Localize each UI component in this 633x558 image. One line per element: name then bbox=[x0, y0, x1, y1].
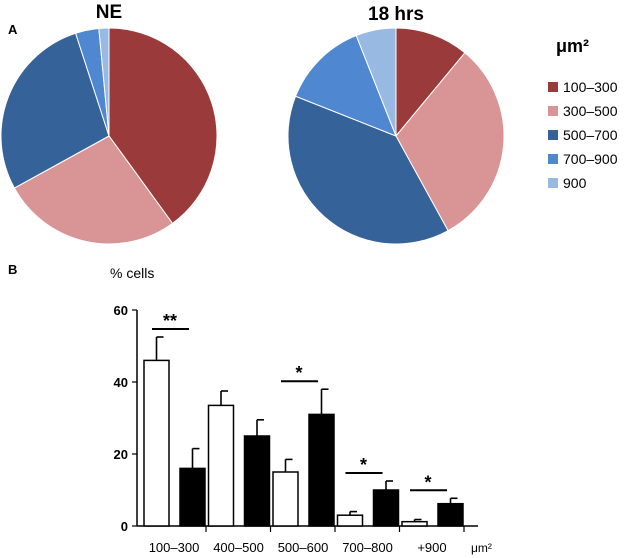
y-tick-label-3: 60 bbox=[114, 303, 128, 318]
significance-marker-2: * bbox=[295, 363, 302, 383]
bar-1-series-1 bbox=[243, 435, 271, 527]
x-category-label-2: 500–600 bbox=[278, 540, 329, 555]
legend-swatch-2 bbox=[548, 130, 558, 140]
legend-label-1: 300–500 bbox=[563, 103, 618, 119]
bar-chart: 0 20 40 60 100–300 ** 400–500 500–600 * 700–800 * +… bbox=[114, 303, 478, 555]
pie-ne-slice-4 bbox=[98, 27, 110, 137]
legend-label-4: 900 bbox=[563, 175, 587, 191]
pie-ne-slice-0 bbox=[108, 27, 218, 225]
significance-marker-0: ** bbox=[163, 311, 177, 331]
legend-label-2: 500–700 bbox=[563, 127, 618, 143]
pie-18hrs-slice-0 bbox=[395, 27, 466, 138]
significance-marker-4: * bbox=[424, 472, 431, 492]
y-tick-label-1: 20 bbox=[114, 447, 128, 462]
panel-b-label: B bbox=[8, 262, 17, 277]
x-category-label-4: +900 bbox=[417, 540, 446, 555]
x-axis-unit: μm² bbox=[471, 541, 492, 555]
pie-ne-slice-2 bbox=[0, 32, 110, 189]
pie-chart-18hrs bbox=[287, 27, 505, 245]
legend-swatch-3 bbox=[548, 154, 558, 164]
x-category-label-3: 700–800 bbox=[342, 540, 393, 555]
pie-18hrs-slice-1 bbox=[395, 52, 505, 232]
legend-swatch-4 bbox=[548, 178, 558, 188]
bar-2-series-1 bbox=[308, 413, 335, 527]
y-tick-label-2: 40 bbox=[114, 375, 128, 390]
bar-3-series-0 bbox=[336, 514, 364, 527]
pie-18hrs-title: 18 hrs bbox=[368, 4, 424, 25]
bar-0-series-1 bbox=[179, 467, 206, 527]
bar-1-series-0 bbox=[207, 404, 235, 527]
x-category-label-1: 400–500 bbox=[213, 540, 264, 555]
bar-3-series-1 bbox=[372, 489, 400, 527]
pie-18hrs-slice-2 bbox=[287, 95, 449, 245]
legend: 100–300 300–500 500–700 700–900 900 bbox=[548, 79, 618, 191]
significance-marker-3: * bbox=[360, 455, 367, 475]
legend-label-0: 100–300 bbox=[563, 79, 618, 95]
y-axis-label: % cells bbox=[110, 265, 154, 281]
pie-chart-ne bbox=[0, 27, 218, 245]
panel-a-label: A bbox=[8, 22, 18, 37]
legend-label-3: 700–900 bbox=[563, 151, 618, 167]
bar-0-series-0 bbox=[143, 359, 170, 527]
legend-swatch-1 bbox=[548, 106, 558, 116]
bar-4-series-1 bbox=[437, 502, 464, 527]
pie-ne-slice-1 bbox=[13, 135, 174, 245]
x-category-label-0: 100–300 bbox=[149, 540, 200, 555]
y-tick-label-0: 0 bbox=[121, 519, 128, 534]
legend-swatch-0 bbox=[548, 82, 558, 92]
bar-2-series-0 bbox=[272, 471, 299, 527]
pie-18hrs-slice-3 bbox=[294, 34, 397, 137]
legend-title: μm² bbox=[556, 36, 589, 56]
pie-ne-title: NE bbox=[96, 2, 122, 23]
bar-4-series-0 bbox=[401, 520, 428, 527]
pie-18hrs-slice-4 bbox=[355, 27, 397, 137]
